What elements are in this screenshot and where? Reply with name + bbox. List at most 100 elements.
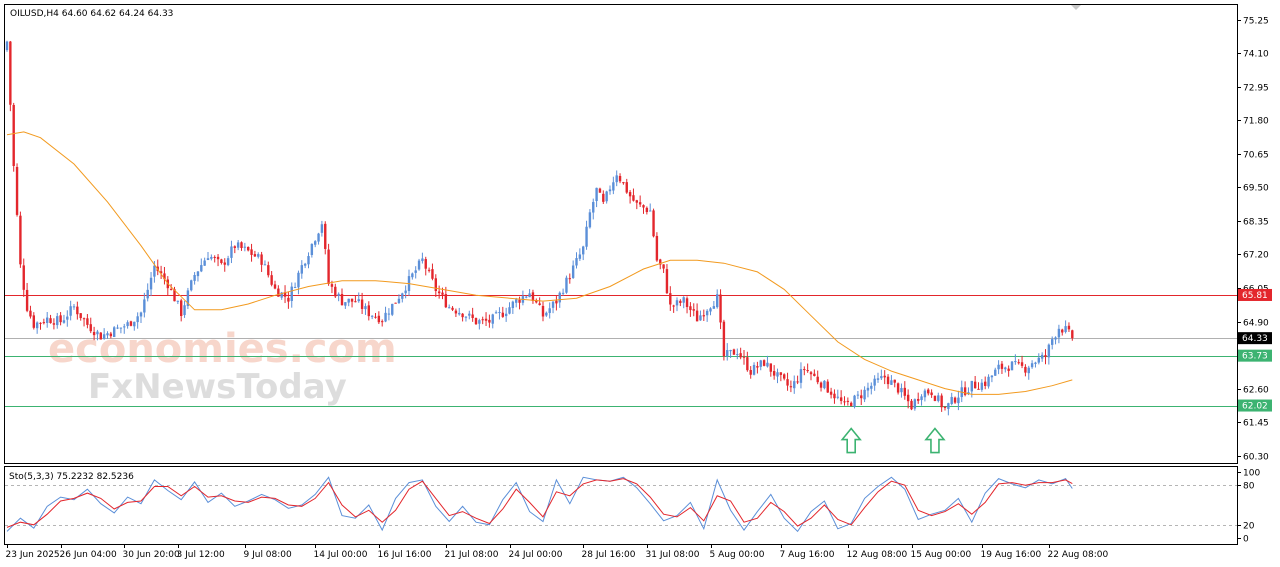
candle-body — [49, 318, 52, 324]
candle-body — [458, 312, 461, 315]
candle-body — [541, 305, 545, 317]
candle-body — [1027, 367, 1030, 374]
candle-body — [427, 269, 431, 271]
candle-body — [5, 41, 9, 51]
watermark-line2: FxNewsToday — [88, 367, 347, 407]
candle-body — [263, 264, 267, 266]
candle-body — [1020, 362, 1024, 366]
candle-body — [545, 312, 548, 316]
candle-body — [950, 396, 953, 404]
candle-body — [277, 288, 280, 297]
candle-body — [759, 360, 762, 367]
candle-body — [702, 315, 705, 317]
candle-body — [860, 395, 863, 399]
candle-body — [290, 286, 293, 301]
candle-body — [883, 375, 886, 378]
candle-body — [685, 298, 689, 308]
candle-body — [923, 390, 927, 398]
candle-body — [786, 379, 789, 386]
candle-body — [1054, 337, 1057, 340]
price-tick-label: 61.45 — [1243, 419, 1269, 429]
candle-body — [79, 313, 82, 319]
candle-body — [943, 406, 947, 408]
candle-body — [153, 265, 156, 277]
candle-body — [913, 399, 917, 409]
chart-shift-marker-icon[interactable] — [1071, 5, 1081, 10]
candle-body — [330, 284, 334, 287]
candle-body — [1004, 367, 1007, 370]
candle-body — [963, 387, 967, 395]
candle-body — [139, 312, 143, 317]
candle-body — [293, 287, 297, 289]
candle-body — [72, 306, 76, 308]
candle-body — [444, 294, 448, 308]
candle-body — [414, 270, 417, 273]
candle-body — [558, 292, 561, 303]
candle-body — [722, 321, 726, 357]
candle-body — [806, 370, 809, 372]
candle-body — [585, 226, 588, 247]
candle-body — [176, 300, 180, 302]
candle-body — [1067, 325, 1071, 330]
candle-body — [206, 258, 210, 260]
candle-body — [1034, 362, 1037, 364]
candle-body — [434, 278, 437, 292]
main-chart-frame — [4, 4, 1238, 464]
candle-body — [474, 318, 478, 325]
candle-body — [632, 195, 635, 201]
symbol-header: OILUSD,H4 64.60 64.62 64.24 64.33 — [10, 9, 173, 19]
candle-body — [987, 376, 990, 387]
candle-body — [608, 189, 612, 192]
candle-body — [337, 293, 340, 296]
candle-body — [173, 289, 176, 302]
candle-body — [370, 315, 374, 317]
time-tick-label: 24 Jul 00:00 — [509, 550, 563, 560]
price-tick-label: 74.10 — [1243, 50, 1269, 60]
candle-body — [525, 296, 528, 298]
candle-body — [984, 381, 987, 386]
candle-body — [709, 308, 712, 312]
candle-body — [1051, 339, 1054, 345]
price-tick-label: 68.35 — [1243, 218, 1269, 228]
candle-body — [243, 246, 247, 248]
candle-body — [96, 331, 99, 335]
candle-body — [732, 349, 736, 355]
candle-body — [441, 292, 444, 295]
candle-body — [260, 254, 263, 265]
candle-body — [518, 299, 521, 303]
candle-body — [548, 308, 551, 313]
candle-body — [367, 305, 370, 317]
candle-body — [870, 385, 873, 389]
candle-body — [226, 258, 230, 266]
candle-body — [1037, 357, 1040, 363]
candle-body — [136, 316, 139, 323]
candle-body — [498, 312, 501, 314]
arrows — [840, 427, 946, 454]
candle-body — [123, 326, 126, 328]
candle-body — [839, 397, 843, 401]
candle-body — [411, 273, 414, 278]
candle-body — [508, 307, 511, 314]
level-support-lower-badge — [1238, 399, 1272, 412]
candle-body — [940, 395, 943, 408]
candle-body — [749, 369, 752, 375]
time-tick-label: 15 Aug 00:00 — [911, 550, 972, 560]
candle-body — [494, 312, 498, 314]
candle-body — [799, 369, 803, 383]
candle-body — [920, 396, 923, 401]
candle-body — [216, 256, 220, 260]
candle-body — [29, 310, 32, 317]
price-axis: 75.25 74.10 72.95 71.80 70.65 69.50 68.35 67.20… — [1237, 17, 1269, 463]
candle-body — [421, 258, 424, 262]
candle-body — [25, 289, 29, 311]
candle-body — [471, 314, 474, 318]
candle-body — [1030, 363, 1034, 368]
candle-body — [930, 392, 933, 396]
candle-body — [15, 166, 19, 215]
candle-body — [82, 318, 86, 320]
candle-body — [397, 298, 401, 304]
price-tick-label: 69.50 — [1243, 184, 1269, 194]
candle-body — [829, 391, 833, 395]
candle-body — [92, 331, 96, 336]
